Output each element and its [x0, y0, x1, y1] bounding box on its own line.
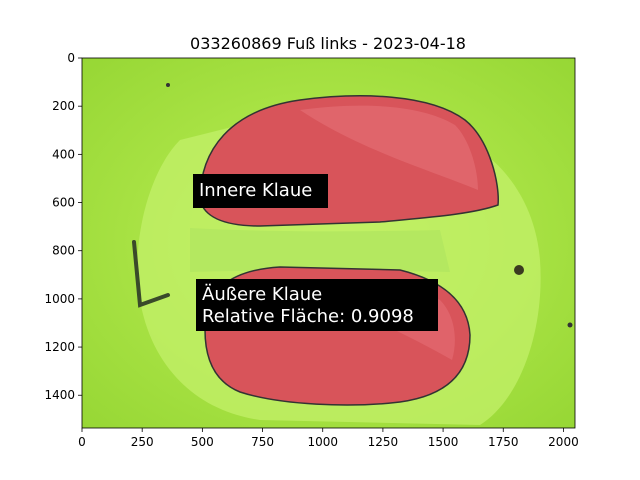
marker-line: [132, 240, 170, 308]
y-tick-label: 600: [52, 196, 75, 210]
outer-claw-label: Äußere Klaue Relative Fläche: 0.9098: [196, 279, 438, 331]
outer-claw-label-box: [196, 279, 438, 331]
dirt-spot: [567, 322, 573, 328]
x-axis-ticks: 0 250 500 750 1000 1250 1500 1750 2000: [78, 428, 579, 449]
y-tick-label: 800: [52, 244, 75, 258]
y-axis-ticks: 0 200 400 600 800 1000 1200 1400: [44, 51, 82, 402]
x-tick-label: 0: [78, 435, 86, 449]
x-tick-label: 2000: [548, 435, 579, 449]
x-tick-label: 500: [191, 435, 214, 449]
x-tick-label: 1750: [488, 435, 519, 449]
x-tick-label: 750: [251, 435, 274, 449]
plot-title: 033260869 Fuß links - 2023-04-18: [190, 34, 466, 53]
dirt-spot: [514, 265, 524, 275]
y-tick-label: 400: [52, 147, 75, 161]
inner-claw-label: Innere Klaue: [193, 174, 328, 208]
y-tick-label: 0: [67, 51, 75, 65]
relative-area-text: Relative Fläche: 0.9098: [202, 306, 414, 327]
interdigital-gap: [190, 228, 450, 272]
dirt-spot: [166, 83, 170, 87]
inner-claw-highlight: [300, 105, 478, 190]
axes-frame: [81, 57, 576, 429]
inner-claw-label-box: [193, 174, 328, 208]
x-tick-label: 250: [131, 435, 154, 449]
y-tick-label: 1400: [44, 388, 75, 402]
y-tick-label: 200: [52, 99, 75, 113]
x-tick-label: 1500: [428, 435, 459, 449]
inner-claw-label-text: Innere Klaue: [199, 180, 312, 201]
x-tick-label: 1250: [368, 435, 399, 449]
hoof-photo: [82, 58, 575, 428]
y-tick-label: 1200: [44, 340, 75, 354]
y-tick-label: 1000: [44, 292, 75, 306]
x-tick-label: 1000: [307, 435, 338, 449]
outer-claw-label-text: Äußere Klaue: [202, 284, 322, 305]
